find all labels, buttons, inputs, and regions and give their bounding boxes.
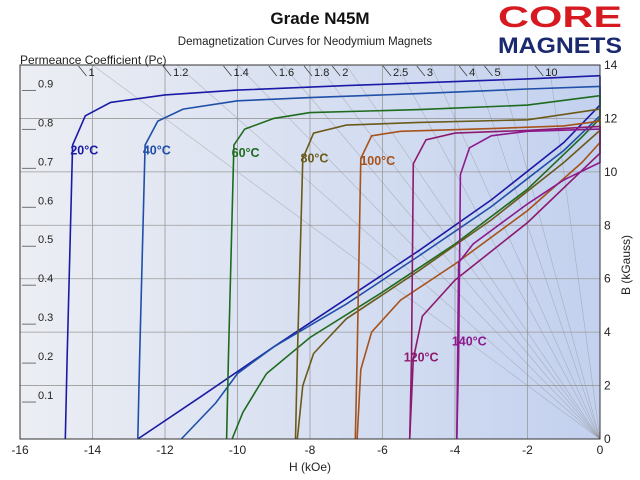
- pc-top-tick: [416, 65, 426, 77]
- y-tick-label: 2: [604, 379, 611, 393]
- pc-top-tick: [534, 65, 544, 77]
- permeance-line: [237, 64, 601, 440]
- pc-top-label: 2: [342, 67, 348, 79]
- y-tick-label: 10: [604, 165, 618, 179]
- pc-left-label: 0.3: [38, 312, 53, 324]
- pc-top-label: 3: [427, 67, 433, 79]
- pc-left-label: 0.9: [38, 78, 53, 90]
- chart-title: Grade N45M: [270, 9, 369, 28]
- pc-top-tick: [484, 65, 493, 77]
- pc-top-label: 1: [89, 67, 95, 79]
- pc-top-tick: [303, 65, 313, 77]
- y-tick-label: 6: [604, 272, 611, 286]
- curve-label-60c: 60°C: [232, 146, 260, 160]
- y-tick-label: 14: [604, 58, 618, 72]
- plot-frame: [19, 64, 601, 440]
- x-axis-label: H (kOe): [289, 460, 331, 474]
- pc-top-tick: [223, 65, 232, 77]
- curve-label-120c: 120°C: [404, 351, 439, 365]
- pc-top-label: 1.6: [279, 67, 294, 79]
- x-tick-label: -8: [305, 443, 316, 457]
- core-magnets-logo: CORE MAGNETS: [498, 1, 622, 56]
- pc-left-label: 0.1: [38, 390, 53, 402]
- x-tick-label: -10: [229, 443, 247, 457]
- pc-top-label: 1.4: [234, 67, 249, 79]
- curve-label-40c: 40°C: [143, 143, 171, 157]
- curve-labels: 20°C 40°C 60°C 80°C 100°C 120°C 140°C: [70, 143, 486, 364]
- intrinsic-curve: [354, 120, 601, 440]
- intrinsic-curve: [137, 85, 601, 440]
- normal-curve: [296, 109, 601, 440]
- intrinsic-curve: [408, 125, 601, 440]
- pc-top-label: 2.5: [393, 67, 408, 79]
- pc-top-label: 10: [545, 67, 557, 79]
- y-tick-label: 8: [604, 218, 611, 232]
- x-tick-label: -16: [11, 443, 29, 457]
- permeance-line: [548, 64, 601, 440]
- permeance-line: [396, 64, 601, 440]
- tick-labels: -16 -14 -12 -10 -8 -6 -4 -2 0024681012140.10.20.…: [11, 58, 617, 457]
- pc-top-label: 1.8: [314, 67, 329, 79]
- pc-left-label: 0.8: [38, 117, 53, 129]
- pc-top-tick: [458, 65, 468, 77]
- x-tick-label: -6: [377, 443, 388, 457]
- pc-top-tick: [331, 65, 341, 77]
- pc-left-label: 0.2: [38, 351, 53, 363]
- normal-curve: [356, 121, 601, 440]
- logo-line-magnets: MAGNETS: [498, 33, 622, 56]
- pc-top-tick: [162, 65, 172, 77]
- curve-label-20c: 20°C: [70, 143, 98, 157]
- x-tick-label: -12: [156, 443, 174, 457]
- pc-top-tick: [382, 65, 392, 77]
- intrinsic-curve: [456, 128, 601, 440]
- normal-curve: [137, 75, 601, 440]
- pc-axis-label: Permeance Coefficient (Pc): [20, 53, 167, 67]
- normal-curve: [180, 86, 601, 440]
- normal-curve: [231, 95, 601, 440]
- x-tick-label: -14: [84, 443, 102, 457]
- curve-label-80c: 80°C: [301, 152, 329, 166]
- permeance-lines: [78, 64, 601, 440]
- y-tick-label: 0: [604, 432, 611, 446]
- pc-left-label: 0.5: [38, 234, 53, 246]
- intrinsic-curve: [225, 94, 601, 440]
- pc-top-label: 1.2: [173, 67, 188, 79]
- curve-label-140c: 140°C: [452, 335, 487, 349]
- y-axis-label: B (kGauss): [619, 235, 633, 295]
- permeance-line: [92, 64, 601, 440]
- pc-left-label: 0.4: [38, 273, 53, 285]
- x-tick-label: 0: [597, 443, 604, 457]
- x-tick-label: -4: [450, 443, 461, 457]
- pc-left-label: 0.7: [38, 156, 53, 168]
- pc-top-label: 4: [469, 67, 475, 79]
- y-tick-label: 12: [604, 111, 618, 125]
- pc-top-tick: [268, 65, 278, 77]
- logo-line-core: CORE: [498, 1, 622, 34]
- pc-left-label: 0.6: [38, 195, 53, 207]
- curve-label-100c: 100°C: [360, 154, 395, 168]
- permeance-line: [430, 64, 601, 440]
- permeance-line: [472, 64, 601, 440]
- x-tick-label: -2: [522, 443, 533, 457]
- intrinsic-curve: [294, 108, 601, 440]
- pc-top-tick: [78, 65, 87, 77]
- y-tick-label: 4: [604, 325, 611, 339]
- chart-subtitle: Demagnetization Curves for Neodymium Mag…: [178, 36, 433, 48]
- pc-top-label: 5: [495, 67, 501, 79]
- permeance-line: [346, 64, 601, 440]
- intrinsic-curve: [64, 74, 601, 440]
